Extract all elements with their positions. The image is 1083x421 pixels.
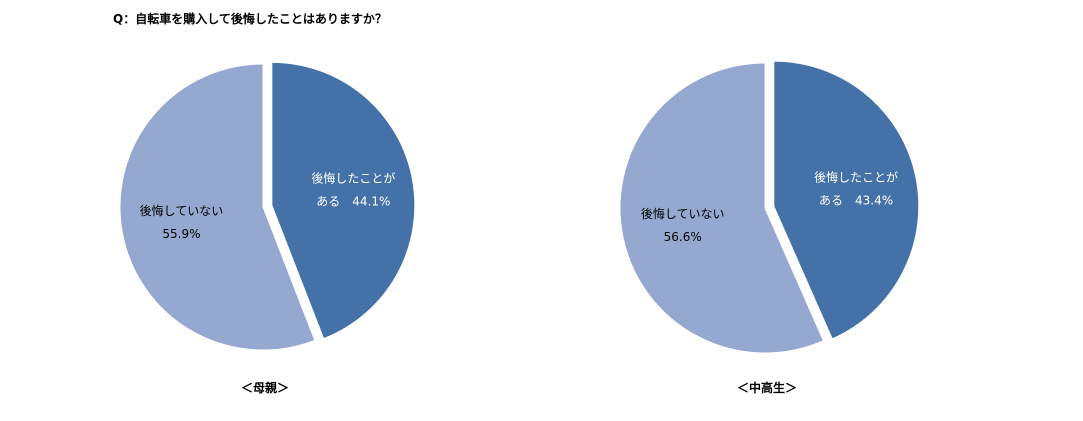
group-label-mothers: ＜母親＞: [240, 381, 290, 395]
slice-label-line: 後悔したことが: [814, 169, 898, 184]
slice-label-line: 後悔したことが: [311, 171, 395, 186]
slice-label-line: ある 44.1%: [316, 195, 390, 209]
question-title: Q：自転車を購入して後悔したことはありますか？: [113, 12, 387, 26]
slice-label-no-regret: 後悔していない 55.9%: [140, 203, 224, 241]
slice-label-line: 後悔していない: [641, 206, 725, 221]
pie-slice-regret: [271, 61, 416, 340]
slice-label-no-regret: 後悔していない 56.6%: [641, 206, 725, 244]
slice-label-line: 56.6%: [664, 230, 702, 244]
slice-label-regret: 後悔したことがある 43.4%: [814, 169, 898, 207]
group-label-students: ＜中高生＞: [736, 381, 798, 395]
pie-slice-regret: [773, 60, 920, 340]
slice-label-line: 後悔していない: [140, 203, 224, 218]
slice-label-line: ある 43.4%: [819, 193, 893, 207]
pie-slice-no-regret: [119, 63, 316, 351]
slice-label-line: 55.9%: [162, 227, 200, 241]
slice-label-regret: 後悔したことがある 44.1%: [311, 171, 395, 209]
pie-slice-no-regret: [619, 62, 825, 354]
